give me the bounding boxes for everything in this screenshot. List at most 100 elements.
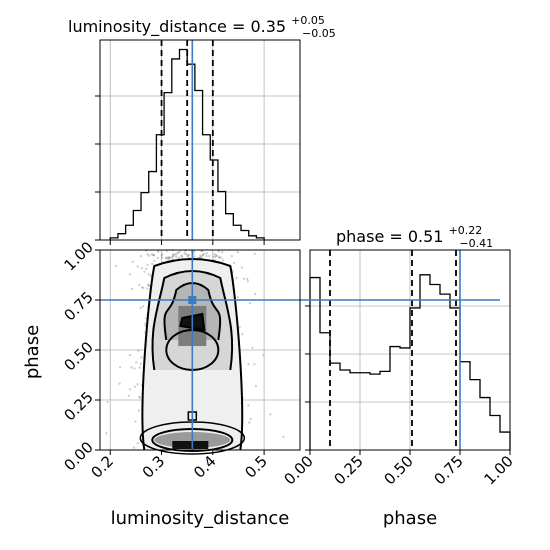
scatter-point <box>236 296 239 299</box>
y-axis-label-phase: phase <box>22 325 43 379</box>
scatter-point <box>174 253 177 256</box>
scatter-point <box>147 273 150 276</box>
phase-histogram-panel: 0.00 0.25 0.50 0.75 1.00 <box>280 249 517 488</box>
scatter-point <box>186 254 189 257</box>
scatter-point <box>241 333 244 336</box>
scatter-point <box>130 287 134 291</box>
scatter-point <box>249 417 252 421</box>
title-luminosity-distance: luminosity_distance = 0.35 +0.05 −0.05 <box>68 9 336 40</box>
density-ytick-label: 0.50 <box>60 338 96 374</box>
scatter-point <box>222 259 225 262</box>
scatter-point <box>167 256 171 259</box>
x-axis-label-phase: phase <box>383 508 437 529</box>
scatter-point <box>236 251 239 254</box>
scatter-point <box>176 251 179 255</box>
scatter-point <box>253 363 256 366</box>
scatter-point <box>208 255 211 258</box>
truth-marker <box>188 296 197 304</box>
scatter-point <box>213 253 216 256</box>
scatter-point <box>138 366 141 369</box>
scatter-point <box>170 256 173 259</box>
scatter-point <box>139 362 142 365</box>
scatter-point <box>133 367 136 370</box>
title-ld-plus: +0.05 <box>291 14 325 27</box>
scatter-point <box>215 254 218 257</box>
luminosity-distance-histogram-panel <box>95 39 301 245</box>
ld-hist-frame <box>99 39 301 241</box>
scatter-point <box>218 255 221 258</box>
scatter-point <box>167 256 170 260</box>
scatter-point <box>242 277 246 280</box>
phase-hist-xtick-label: 1.00 <box>480 452 516 488</box>
scatter-point <box>186 255 189 258</box>
scatter-point <box>188 253 191 257</box>
scatter-point <box>142 286 145 289</box>
scatter-point <box>132 446 136 449</box>
scatter-point <box>203 252 206 255</box>
scatter-point <box>145 267 148 271</box>
phase-hist-xtick-label: 0.00 <box>280 452 316 488</box>
scatter-point <box>138 395 141 399</box>
scatter-point <box>161 256 164 259</box>
scatter-point <box>217 250 220 253</box>
scatter-point <box>177 251 180 254</box>
scatter-point <box>193 255 196 258</box>
scatter-point <box>262 354 265 357</box>
phase-hist-frame <box>309 249 511 451</box>
scatter-point <box>220 256 223 260</box>
scatter-point <box>146 283 150 286</box>
scatter-point <box>171 255 174 258</box>
scatter-point <box>185 252 188 256</box>
scatter-point <box>178 256 181 259</box>
scatter-point <box>153 259 156 263</box>
title-phase-minus: −0.41 <box>459 237 493 250</box>
scatter-point <box>238 326 241 329</box>
scatter-point <box>180 255 184 258</box>
scatter-point <box>140 356 143 359</box>
scatter-point <box>165 257 169 260</box>
scatter-point <box>105 432 108 435</box>
scatter-point <box>128 353 132 357</box>
density-xtick-label: 0.5 <box>241 452 271 482</box>
scatter-point <box>118 382 121 385</box>
scatter-point <box>246 280 249 283</box>
scatter-point <box>141 286 144 289</box>
ld-hist-histogram-step <box>109 48 265 240</box>
scatter-point <box>282 435 285 439</box>
scatter-point <box>251 346 254 349</box>
scatter-point <box>248 302 252 305</box>
scatter-point <box>165 256 168 259</box>
scatter-point <box>199 254 202 257</box>
scatter-point <box>128 273 132 276</box>
scatter-point <box>192 250 196 253</box>
scatter-point <box>135 361 138 364</box>
scatter-point <box>221 250 224 254</box>
scatter-point <box>106 400 109 404</box>
scatter-point <box>139 254 142 258</box>
scatter-point <box>248 421 251 424</box>
scatter-point <box>235 276 238 280</box>
scatter-point <box>137 349 140 352</box>
x-axis-label-luminosity-distance: luminosity_distance <box>111 508 290 529</box>
scatter-point <box>205 252 208 255</box>
scatter-point <box>232 261 236 265</box>
scatter-point <box>152 254 156 257</box>
scatter-point <box>180 254 183 257</box>
scatter-point <box>161 253 164 256</box>
scatter-point <box>152 254 155 257</box>
scatter-point <box>215 254 218 257</box>
scatter-point <box>152 253 155 256</box>
scatter-point <box>168 256 171 260</box>
scatter-point <box>127 394 130 397</box>
scatter-point <box>201 254 204 257</box>
scatter-point <box>247 363 250 366</box>
scatter-point <box>201 253 205 256</box>
scatter-point <box>145 287 149 290</box>
scatter-point <box>217 256 221 259</box>
scatter-point <box>172 254 175 257</box>
scatter-point <box>171 253 175 256</box>
density-scatter-panel: 0.2 0.3 0.4 0.50.000.250.500.751.00 <box>60 238 500 482</box>
scatter-point <box>214 255 217 258</box>
title-phase-plus: +0.22 <box>449 224 483 237</box>
